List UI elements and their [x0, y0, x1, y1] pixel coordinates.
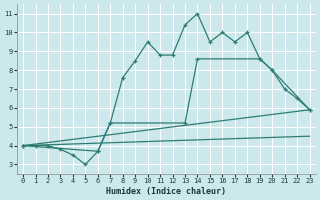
X-axis label: Humidex (Indice chaleur): Humidex (Indice chaleur)	[106, 187, 226, 196]
